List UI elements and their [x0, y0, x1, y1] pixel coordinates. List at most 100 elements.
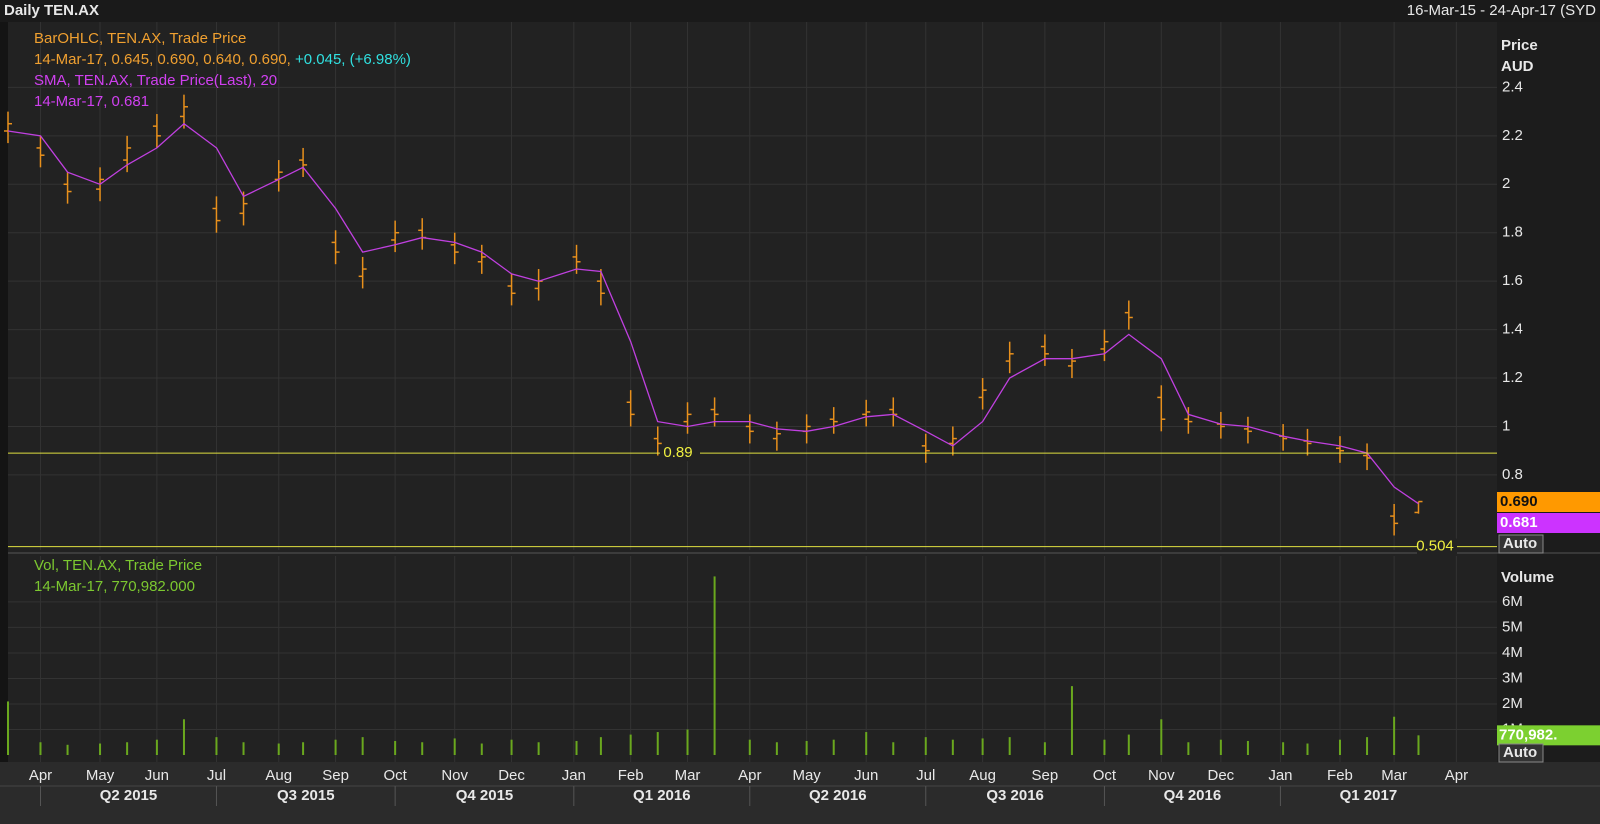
volume-bar	[302, 742, 305, 755]
volume-bar	[1338, 739, 1341, 755]
volume-bar	[1366, 737, 1369, 755]
quarter-label: Q2 2016	[809, 787, 867, 804]
volume-bar	[1043, 742, 1046, 755]
last-value-label: 770,982.	[1499, 726, 1557, 743]
volume-bar	[361, 737, 364, 755]
quarter-label: Q1 2017	[1340, 787, 1398, 804]
volume-bar	[1393, 716, 1396, 755]
y-tick-label: 2M	[1502, 695, 1523, 712]
labels: Apr May Jun Jul Aug Sep Oct Nov Dec Jan Feb Mar Apr M…	[29, 30, 1600, 804]
volume-bar	[453, 738, 456, 755]
volume-bar	[277, 743, 280, 755]
y-tick-label: 6M	[1502, 593, 1523, 610]
volume-bar	[1246, 740, 1249, 755]
x-tick-label: Apr	[1445, 767, 1468, 784]
volume-bar	[480, 743, 483, 755]
volume-bar	[951, 739, 954, 755]
x-tick-label: Dec	[1208, 767, 1235, 784]
volume-bar	[1219, 739, 1222, 755]
x-tick-label: Mar	[675, 767, 701, 784]
y-tick-label: 1.8	[1502, 224, 1523, 241]
legend-text: +0.045, (+6.98%)	[295, 51, 411, 68]
legend-text: 14-Mar-17, 770,982.000	[34, 578, 195, 595]
y-tick-label: 0.8	[1502, 466, 1523, 483]
x-tick-label: Jul	[916, 767, 935, 784]
volume-bar	[510, 739, 513, 755]
x-tick-label: Jun	[854, 767, 878, 784]
volume-bar	[748, 739, 751, 755]
volume-bar	[39, 742, 42, 755]
quarter-label: Q3 2016	[986, 787, 1044, 804]
y-tick-label: 1.2	[1502, 369, 1523, 386]
y-tick-label: 1.4	[1502, 321, 1523, 338]
volume-bar	[832, 739, 835, 755]
legend-text: SMA, TEN.AX, Trade Price(Last), 20	[34, 72, 277, 89]
legend-text: 14-Mar-17, 0.645, 0.690, 0.640, 0.690,	[34, 51, 295, 68]
y-tick-label: 2.2	[1502, 127, 1523, 144]
x-tick-label: Jan	[562, 767, 586, 784]
legend-line: 14-Mar-17, 770,982.000	[34, 578, 195, 595]
volume-bar	[1008, 737, 1011, 755]
legend-line: BarOHLC, TEN.AX, Trade Price	[34, 30, 246, 47]
x-tick-label: Nov	[441, 767, 468, 784]
volume-bar	[215, 737, 218, 755]
quarter-label: Q4 2015	[456, 787, 514, 804]
volume-bar	[892, 742, 895, 755]
last-value-box	[1497, 725, 1600, 746]
volume-bar	[865, 732, 868, 755]
volume-bar	[575, 740, 578, 755]
volume-bar	[155, 739, 158, 755]
x-tick-label: Sep	[322, 767, 349, 784]
y-tick-label: 1	[1502, 417, 1510, 434]
x-tick-label: May	[86, 767, 115, 784]
volume-bar	[656, 732, 659, 755]
last-value-box	[1497, 492, 1600, 512]
last-value-label: 0.690	[1500, 493, 1538, 510]
legend-text: 14-Mar-17, 0.681	[34, 93, 149, 110]
volume-bar	[1417, 735, 1420, 755]
hline-label: 0.504	[1416, 538, 1454, 555]
hline-label-bg	[1417, 538, 1457, 555]
hline-label: 0.89	[663, 444, 692, 461]
y-tick-label: 2	[1502, 175, 1510, 192]
chart-title: Daily TEN.AX	[4, 2, 99, 19]
last-value-box	[1497, 513, 1600, 533]
x-tick-label: Apr	[738, 767, 761, 784]
sma-line	[7, 122, 1419, 505]
x-tick-label: Oct	[383, 767, 407, 784]
volume-bar	[713, 576, 716, 755]
y-tick-label: 2.4	[1502, 78, 1523, 95]
x-tick-label: Aug	[969, 767, 996, 784]
volume-bar	[1160, 719, 1163, 755]
axis-title: Price	[1501, 37, 1538, 54]
volume-bar	[1103, 739, 1106, 755]
quarter-label: Q4 2016	[1164, 787, 1222, 804]
volume-bar	[182, 719, 185, 755]
x-tick-label: Apr	[29, 767, 52, 784]
legend-line: Vol, TEN.AX, Trade Price	[34, 557, 202, 574]
x-tick-label: Feb	[1327, 767, 1353, 784]
auto-button-box	[1498, 534, 1544, 554]
date-range: 16-Mar-15 - 24-Apr-17 (SYD	[1407, 2, 1596, 19]
volume-bar	[1306, 743, 1309, 755]
x-tick-label: Sep	[1032, 767, 1059, 784]
volume-bar	[242, 742, 245, 755]
y-tick-label: 1.6	[1502, 272, 1523, 289]
x-tick-label: Nov	[1148, 767, 1175, 784]
last-value-label: 0.681	[1500, 514, 1538, 531]
volume-bar	[99, 743, 102, 755]
auto-button[interactable]: Auto	[1503, 744, 1537, 761]
volume-bar	[981, 738, 984, 755]
quarter-label: Q1 2016	[633, 787, 691, 804]
volume-bar	[924, 737, 927, 755]
legend-text: Vol, TEN.AX, Trade Price	[34, 557, 202, 574]
y-tick-label: 5M	[1502, 618, 1523, 635]
x-tick-label: Oct	[1093, 767, 1117, 784]
auto-button[interactable]: Auto	[1503, 535, 1537, 552]
legend-line: SMA, TEN.AX, Trade Price(Last), 20	[34, 72, 277, 89]
volume-bar	[599, 737, 602, 755]
x-tick-label: Feb	[618, 767, 644, 784]
quarter-label: Q2 2015	[100, 787, 158, 804]
y-tick-label: 4M	[1502, 644, 1523, 661]
